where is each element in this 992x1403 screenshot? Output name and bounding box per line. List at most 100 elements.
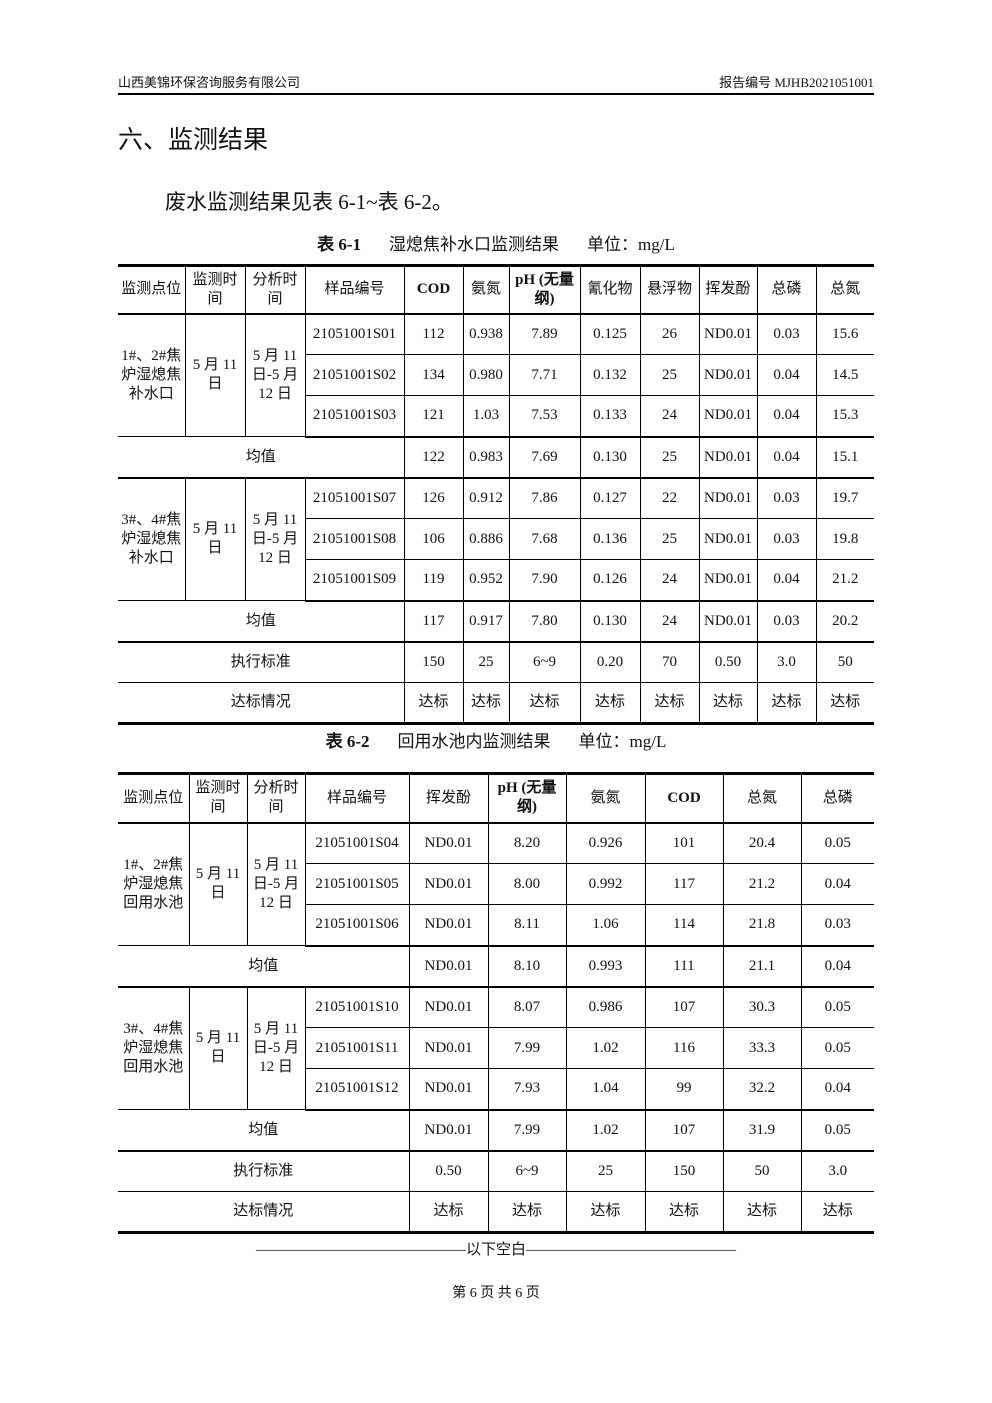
value-cell: ND0.01: [698, 395, 758, 438]
value-cell: 7.53: [508, 395, 581, 438]
sample-id-cell: 21051001S07: [304, 477, 405, 519]
value-cell: ND0.01: [408, 1068, 489, 1111]
value-cell: 33.3: [722, 1027, 802, 1069]
column-header: 总氮: [815, 265, 874, 315]
column-header: 悬浮物: [639, 265, 700, 315]
value-cell: 19.7: [815, 477, 874, 519]
standard-row-cell: 6~9: [487, 1150, 567, 1192]
mean-value-cell: 111: [644, 945, 724, 988]
column-header: pH (无量纲): [508, 265, 581, 315]
value-cell: 0.03: [756, 518, 817, 560]
compliance-row-label: 达标情况: [118, 682, 405, 724]
column-header: pH (无量纲): [487, 773, 567, 824]
mean-value-cell: 20.2: [815, 600, 874, 643]
standard-row-cell: 0.50: [408, 1150, 489, 1192]
value-cell: 0.133: [579, 395, 641, 438]
value-cell: 24: [639, 395, 700, 438]
table2-number: 表 6-2: [325, 732, 370, 751]
standard-row-cell: 50: [722, 1150, 802, 1192]
mean-row: 均值 ND0.01 7.99 1.02 107 31.9 0.05: [118, 1109, 874, 1152]
value-cell: 0.04: [756, 395, 817, 438]
table2-title: 回用水池内监测结果: [397, 732, 551, 751]
column-header: 氨氮: [565, 773, 646, 824]
sample-id-cell: 21051001S01: [304, 313, 405, 355]
value-cell: 107: [644, 986, 724, 1028]
column-header: 样品编号: [304, 265, 405, 315]
value-cell: 15.6: [815, 313, 874, 355]
mean-value-cell: 107: [644, 1109, 724, 1152]
table-6-1: 监测点位 监测时间 分析时间 样品编号 COD 氨氮 pH (无量纲) 氰化物 悬浮物 挥发酚 总磷…: [118, 264, 874, 725]
mean-value-cell: 122: [403, 436, 464, 479]
standard-row-label: 执行标准: [118, 1150, 410, 1192]
value-cell: 15.3: [815, 395, 874, 438]
mean-value-cell: ND0.01: [698, 600, 758, 643]
header-row: 监测点位 监测时间 分析时间 样品编号 挥发酚 pH (无量纲) 氨氮 COD 总氮 总磷: [118, 773, 874, 824]
value-cell: 14.5: [815, 354, 874, 396]
value-cell: 1.03: [462, 395, 510, 438]
compliance-row-cell: 达标: [815, 682, 874, 724]
table2-unit: 单位：mg/L: [578, 732, 667, 751]
value-cell: 8.07: [487, 986, 567, 1028]
value-cell: 26: [639, 313, 700, 355]
mean-value-cell: 7.69: [508, 436, 581, 479]
mean-value-cell: 7.80: [508, 600, 581, 643]
value-cell: 25: [639, 518, 700, 560]
mean-value-cell: 0.130: [579, 436, 641, 479]
mean-row: 均值 122 0.983 7.69 0.130 25 ND0.01 0.04 15.1: [118, 436, 874, 479]
value-cell: 7.71: [508, 354, 581, 396]
value-cell: 7.99: [487, 1027, 567, 1069]
value-cell: 0.980: [462, 354, 510, 396]
table-row: 21051001S12 ND0.01 7.93 1.04 99 32.2 0.04: [118, 1068, 874, 1111]
value-cell: ND0.01: [698, 559, 758, 602]
standard-row-cell: 50: [815, 641, 874, 683]
value-cell: 1.04: [565, 1068, 646, 1111]
value-cell: 22: [639, 477, 700, 519]
header-row: 监测点位 监测时间 分析时间 样品编号 COD 氨氮 pH (无量纲) 氰化物 悬浮物 挥发酚 总磷…: [118, 265, 874, 315]
value-cell: 7.89: [508, 313, 581, 355]
value-cell: 116: [644, 1027, 724, 1069]
standard-row-cell: 150: [644, 1150, 724, 1192]
mean-value-cell: 0.04: [756, 436, 817, 479]
mean-value-cell: 0.04: [800, 945, 874, 988]
value-cell: 117: [644, 863, 724, 905]
value-cell: ND0.01: [408, 1027, 489, 1069]
value-cell: 0.03: [800, 904, 874, 947]
value-cell: ND0.01: [408, 863, 489, 905]
analysis-time-cell: 5 月 11 日-5 月 12 日: [244, 313, 306, 437]
value-cell: 0.992: [565, 863, 646, 905]
column-header: 挥发酚: [698, 265, 758, 315]
mean-value-cell: 0.05: [800, 1109, 874, 1152]
value-cell: 1.06: [565, 904, 646, 947]
column-header: 总磷: [756, 265, 817, 315]
mean-value-cell: ND0.01: [698, 436, 758, 479]
table-row: 21051001S09 119 0.952 7.90 0.126 24 ND0.01 0.04…: [118, 559, 874, 602]
value-cell: 0.886: [462, 518, 510, 560]
mean-value-cell: 7.99: [487, 1109, 567, 1152]
compliance-row-cell: 达标: [403, 682, 464, 724]
mean-value-cell: 15.1: [815, 436, 874, 479]
mean-value-cell: 31.9: [722, 1109, 802, 1152]
standard-row-cell: 0.20: [579, 641, 641, 683]
value-cell: 7.86: [508, 477, 581, 519]
section-title: 六、监测结果: [118, 127, 269, 154]
compliance-row-cell: 达标: [579, 682, 641, 724]
table-row: 21051001S11 ND0.01 7.99 1.02 116 33.3 0.05: [118, 1027, 874, 1069]
compliance-row: 达标情况 达标 达标 达标 达标 达标 达标: [118, 1191, 874, 1233]
location-cell: 1#、2#焦炉湿熄焦回用水池: [118, 822, 190, 946]
value-cell: 8.00: [487, 863, 567, 905]
compliance-row-cell: 达标: [722, 1191, 802, 1233]
sampling-time-cell: 5 月 11 日: [184, 477, 246, 601]
standard-row-cell: 3.0: [800, 1150, 874, 1192]
table1-number: 表 6-1: [317, 235, 362, 254]
value-cell: 0.125: [579, 313, 641, 355]
value-cell: 0.952: [462, 559, 510, 602]
value-cell: 0.132: [579, 354, 641, 396]
standard-row-label: 执行标准: [118, 641, 405, 683]
compliance-row-cell: 达标: [639, 682, 700, 724]
compliance-row-cell: 达标: [756, 682, 817, 724]
value-cell: 0.136: [579, 518, 641, 560]
value-cell: 0.04: [800, 863, 874, 905]
